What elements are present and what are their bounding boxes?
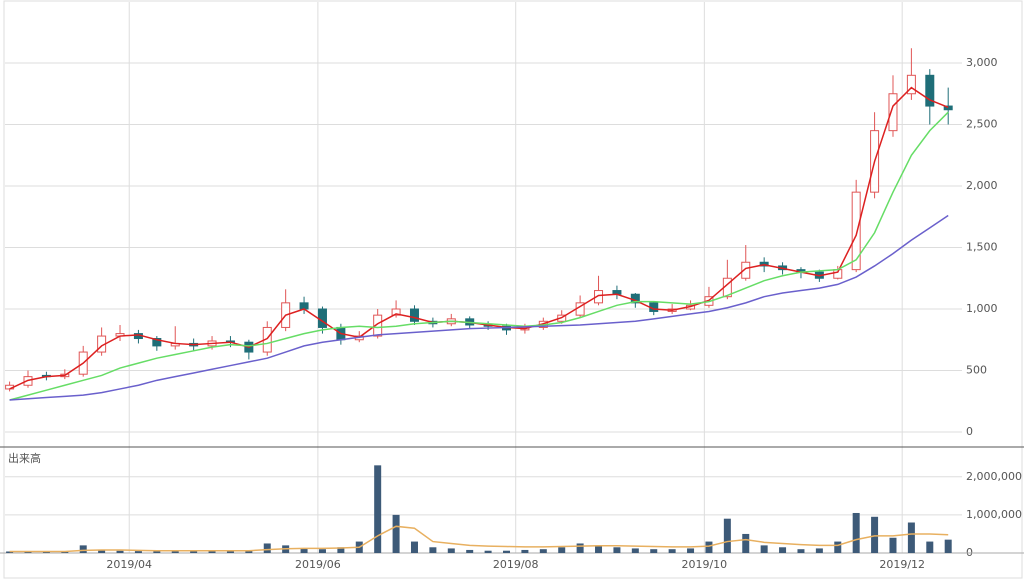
volume-bar [98,549,106,553]
volume-bar [907,522,915,553]
volume-bar [687,548,695,553]
volume-bar [190,550,198,553]
volume-bar [447,548,455,553]
volume-bar [466,549,474,553]
moving-average-line [9,214,949,401]
volume-bar [6,551,14,553]
volume-ma-line [9,525,949,553]
volume-bar [889,537,897,553]
volume-tick-label: 2,000,000 [966,470,1022,483]
frame [3,0,1023,579]
volume-bar [944,539,952,553]
volume-bar [226,551,234,553]
volume-bar [926,541,934,553]
y-tick-label: 0 [966,425,973,438]
volume-bar [723,518,731,553]
volume-bar [852,512,860,553]
volume-bar [760,545,768,553]
volume-bar [42,551,50,553]
volume-bar [521,549,529,553]
candle-body [299,302,309,310]
volume-bar [134,551,142,553]
candle-body [741,261,751,279]
candle-body [152,338,162,347]
volume-bar [742,533,750,553]
candle-body [409,308,419,322]
candle-body [373,314,383,337]
candle-body [943,105,953,111]
candle-body [888,93,898,132]
volume-bar [779,547,787,553]
volume-bar [631,548,639,553]
x-tick-label: 2019/04 [106,558,152,571]
x-tick-label: 2019/08 [493,558,539,571]
candle-body [925,74,935,107]
volume-bar [79,545,87,553]
volume-bar [834,541,842,553]
volume-bar [705,541,713,553]
volume-bar [668,549,676,553]
volume-bar [153,551,161,553]
y-tick-label: 2,000 [966,179,998,192]
volume-bar [24,551,32,553]
y-tick-label: 1,000 [966,302,998,315]
volume-bar [429,547,437,553]
volume-bar [263,543,271,553]
candle-body [317,308,327,328]
volume-bar [337,547,345,553]
volume-label: 出来高 [8,451,41,465]
volume-bar [613,547,621,553]
volume-bar [797,549,805,553]
volume-bar [374,465,382,553]
volume-bar [650,549,658,553]
y-tick-label: 3,000 [966,56,998,69]
volume-bar [539,549,547,553]
volume-bar [318,549,326,553]
volume-bar [245,550,253,553]
x-tick-label: 2019/12 [879,558,925,571]
candle-body [594,290,604,304]
volume-bar [392,514,400,553]
volume-tick-label: 1,000,000 [966,508,1022,521]
volume-bar [558,547,566,553]
y-tick-label: 1,500 [966,241,998,254]
x-tick-label: 2019/06 [295,558,341,571]
volume-bar [815,548,823,553]
volume-bar [208,551,216,553]
moving-average-line [9,111,949,401]
volume-bar [116,550,124,553]
candle-body [906,74,916,95]
volume-bar [595,545,603,553]
y-tick-label: 500 [966,363,987,376]
volume-bar [503,550,511,553]
volume-bar [871,516,879,553]
volume-bar [576,543,584,553]
candle-body [851,191,861,271]
volume-bar [171,550,179,553]
volume-bar [484,550,492,553]
y-tick-label: 2,500 [966,118,998,131]
candle-body [391,308,401,316]
x-tick-label: 2019/10 [681,558,727,571]
volume-bar [300,548,308,553]
volume-bar [410,541,418,553]
